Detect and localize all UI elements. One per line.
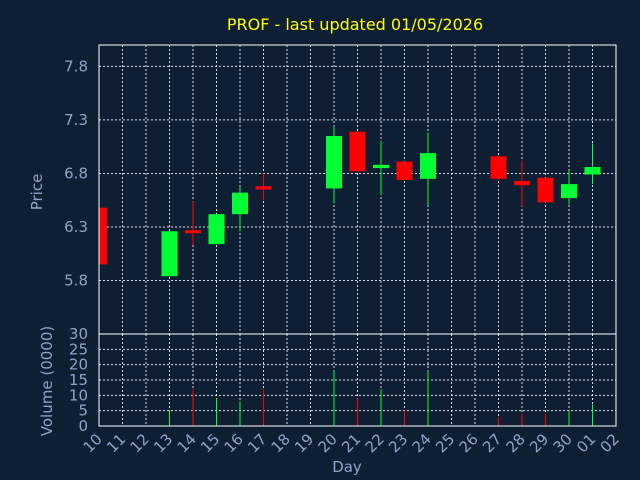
- x-tick-label: 02: [597, 430, 623, 456]
- candle-body: [396, 161, 413, 180]
- candle-body: [561, 184, 577, 199]
- chart-title: PROF - last updated 01/05/2026: [227, 15, 483, 34]
- volume-tick-label: 10: [69, 386, 88, 404]
- candle-body: [255, 186, 272, 190]
- x-tick-label: 30: [550, 430, 576, 456]
- price-tick-label: 6.8: [64, 164, 88, 182]
- candle-body: [373, 164, 389, 169]
- candle-body: [514, 180, 530, 186]
- x-tick-label: 13: [150, 430, 176, 456]
- candle-body: [185, 230, 201, 234]
- candle-body: [537, 177, 554, 203]
- price-tick-label: 7.8: [64, 57, 88, 75]
- candle-body: [584, 167, 601, 175]
- x-tick-label: 28: [503, 430, 529, 456]
- x-tick-label: 22: [362, 430, 388, 456]
- x-tick-label: 12: [127, 430, 153, 456]
- volume-tick-label: 25: [69, 340, 88, 358]
- x-tick-label: 18: [268, 430, 294, 456]
- x-tick-label: 15: [197, 430, 223, 456]
- x-axis-label: Day: [332, 458, 362, 476]
- candle-body: [326, 135, 342, 189]
- x-tick-label: 27: [479, 430, 505, 456]
- volume-tick-label: 30: [69, 325, 88, 343]
- x-tick-label: 24: [409, 430, 435, 456]
- price-ticks: 5.8 6.3 6.8 7.3 7.8: [64, 57, 88, 289]
- x-tick-label: 16: [221, 430, 247, 456]
- x-tick-label: 29: [526, 430, 552, 456]
- x-tick-label: 14: [174, 430, 200, 456]
- price-tick-label: 7.3: [64, 111, 88, 129]
- x-tick-label: 21: [338, 430, 364, 456]
- volume-tick-label: 20: [69, 356, 88, 374]
- x-tick-label: 20: [315, 430, 341, 456]
- volume-tick-label: 5: [78, 402, 88, 420]
- x-ticks: 1011121314151617181920212223242526272829…: [80, 430, 623, 456]
- candle-body: [208, 214, 225, 245]
- price-axis-label: Price: [28, 174, 46, 211]
- volume-panel-frame: [98, 333, 617, 427]
- x-tick-label: 11: [103, 430, 129, 456]
- candle-body: [99, 207, 107, 265]
- candles: [98, 126, 601, 277]
- candle-body: [349, 131, 366, 172]
- volume-tick-label: 15: [69, 371, 88, 389]
- x-tick-label: 19: [291, 430, 317, 456]
- price-tick-label: 6.3: [64, 218, 88, 236]
- x-tick-label: 23: [385, 430, 411, 456]
- candle-body: [420, 153, 436, 179]
- candle-body: [490, 156, 507, 179]
- volume-bars: [98, 370, 593, 426]
- price-tick-label: 5.8: [64, 271, 88, 289]
- candle-body: [161, 231, 178, 277]
- x-tick-label: 17: [244, 430, 270, 456]
- x-tick-label: 01: [573, 430, 599, 456]
- x-tick-label: 25: [432, 430, 458, 456]
- x-tick-label: 26: [456, 430, 482, 456]
- volume-axis-label: Volume (0000): [38, 326, 56, 436]
- volume-tick-label: 0: [78, 417, 88, 435]
- candle-body: [232, 192, 248, 215]
